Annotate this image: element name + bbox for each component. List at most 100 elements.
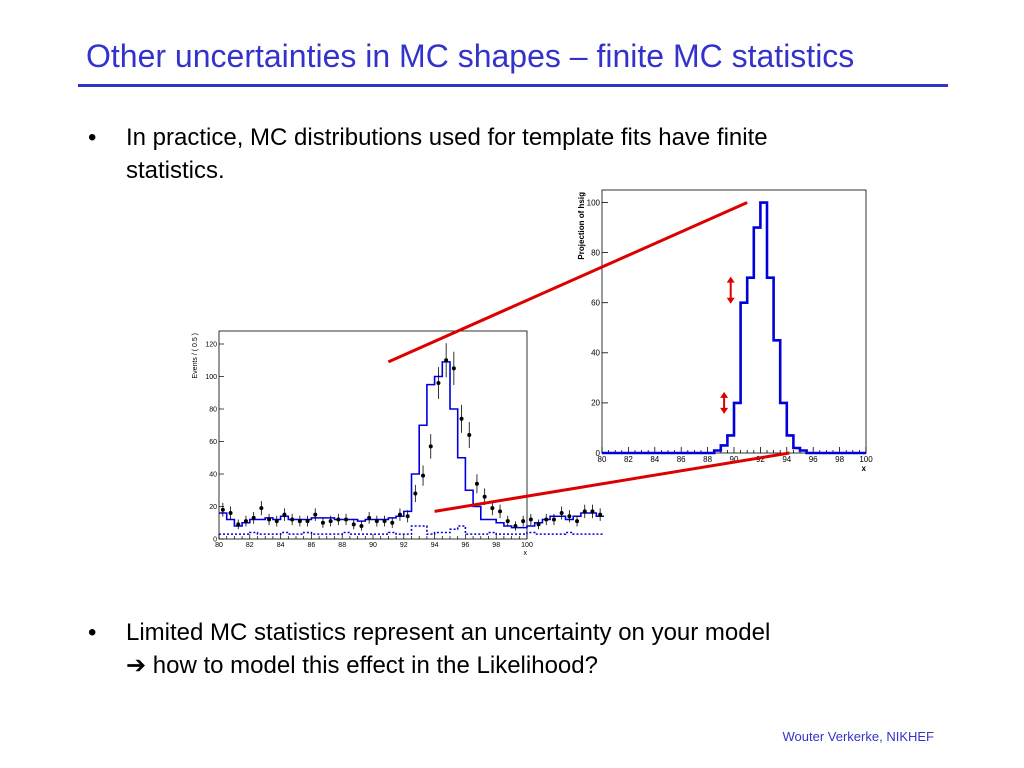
data-point	[413, 491, 418, 496]
data-point	[267, 517, 272, 522]
slide-title: Other uncertainties in MC shapes – finit…	[86, 38, 855, 74]
background-histogram-line	[219, 525, 604, 535]
x-tick-label: 100	[521, 542, 533, 549]
y-tick-label: 100	[587, 198, 601, 207]
x-tick-label: 98	[835, 455, 844, 464]
data-point	[220, 507, 225, 512]
data-point	[490, 506, 495, 511]
data-point	[282, 512, 287, 517]
data-point	[243, 519, 248, 524]
bullet-2-line-2: ➔ how to model this effect in the Likeli…	[126, 649, 598, 682]
zoom-histogram-chart: 80 82 84 86 88 90 92 94 96 98 100020406080100xProj…	[577, 189, 873, 473]
x-tick-label: 84	[650, 455, 659, 464]
data-point	[274, 519, 279, 524]
x-tick-label: 88	[338, 542, 346, 549]
y-tick-label: 0	[596, 449, 601, 458]
x-tick-label: 80	[215, 542, 223, 549]
x-tick-label: 94	[431, 542, 439, 549]
y-tick-label: 80	[209, 406, 217, 413]
data-point	[482, 494, 487, 499]
data-point	[451, 366, 456, 371]
data-point	[428, 444, 433, 449]
data-point	[444, 358, 449, 363]
x-tick-label: 96	[462, 542, 470, 549]
data-point	[382, 519, 387, 524]
data-point	[390, 520, 395, 525]
data-point	[536, 522, 541, 527]
x-tick-label: 92	[400, 542, 408, 549]
y-tick-label: 60	[209, 439, 217, 446]
error-arrow-head-down	[720, 407, 729, 414]
footer-credit: Wouter Verkerke, NIKHEF	[782, 729, 934, 744]
data-point	[297, 519, 302, 524]
y-tick-label: 0	[213, 536, 217, 543]
x-axis-label: x	[862, 464, 867, 473]
data-point	[336, 517, 341, 522]
x-tick-label: 96	[809, 455, 818, 464]
error-arrow-head-up	[726, 276, 735, 283]
y-tick-label: 60	[591, 299, 600, 308]
data-point	[544, 517, 549, 522]
data-point	[498, 509, 503, 514]
x-tick-label: 82	[624, 455, 633, 464]
data-point	[521, 519, 526, 524]
data-point	[359, 524, 364, 528]
data-point	[421, 473, 426, 478]
data-point	[559, 511, 564, 515]
data-point	[259, 506, 264, 511]
x-tick-label: 90	[369, 542, 377, 549]
zoom-connector-lines	[387, 201, 790, 513]
data-point	[467, 433, 472, 437]
error-arrow-head-up	[720, 391, 729, 398]
y-axis-label: Projection of hsig	[577, 192, 586, 260]
data-point	[320, 520, 325, 525]
data-point	[351, 522, 356, 527]
bullet-1-line-1: In practice, MC distributions used for t…	[126, 124, 768, 151]
data-point	[313, 512, 318, 517]
data-point	[405, 514, 410, 519]
x-tick-label: 92	[756, 455, 765, 464]
y-axis-label: Events / ( 0.5 )	[192, 333, 199, 379]
data-point	[551, 517, 556, 522]
data-point	[305, 519, 310, 524]
bullet-2: • Limited MC statistics represent an unc…	[88, 616, 948, 686]
main-histogram-chart: 80 82 84 86 88 90 92 94 96 98 100 0 20 40 60 80 100 120 x E…	[192, 330, 604, 557]
x-tick-label: 86	[308, 542, 316, 549]
x-tick-label: 94	[782, 455, 791, 464]
bullet-2-symbol: •	[88, 619, 97, 646]
zoom-line-lower	[434, 451, 790, 513]
data-point	[344, 517, 349, 522]
model-histogram-line	[602, 201, 866, 455]
bullet-2-line-1: Limited MC statistics represent an uncer…	[126, 619, 771, 646]
x-tick-label: 82	[246, 542, 254, 549]
data-point	[397, 512, 402, 517]
x-tick-label: 100	[859, 455, 873, 464]
y-tick-label: 40	[209, 471, 217, 478]
y-tick-label: 80	[591, 248, 600, 257]
data-point	[513, 524, 518, 528]
zoom-line-upper	[387, 201, 748, 364]
x-tick-label: 98	[492, 542, 500, 549]
data-point	[459, 416, 464, 421]
data-point	[505, 519, 510, 524]
model-histogram-line	[219, 361, 604, 529]
error-arrow-head-down	[726, 297, 735, 304]
data-point	[528, 517, 533, 522]
x-tick-label: 84	[277, 542, 285, 549]
y-tick-label: 20	[209, 504, 217, 511]
data-point	[328, 519, 333, 524]
data-point	[236, 522, 241, 527]
y-tick-label: 120	[205, 341, 217, 348]
data-point	[436, 381, 441, 385]
data-point	[251, 515, 256, 520]
data-point	[590, 509, 595, 514]
y-tick-label: 100	[205, 374, 217, 381]
data-point	[374, 519, 379, 524]
y-tick-label: 20	[591, 399, 600, 408]
x-axis-label: x	[524, 550, 528, 557]
bullet-1: • In practice, MC distributions used for…	[88, 121, 948, 191]
data-point	[598, 512, 603, 517]
data-point	[567, 514, 572, 519]
data-point	[367, 515, 372, 520]
